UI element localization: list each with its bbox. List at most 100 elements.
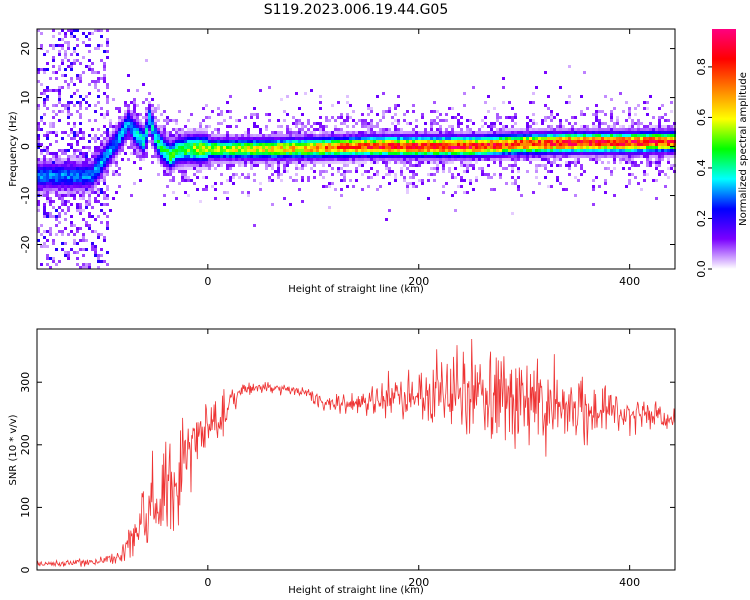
spectrogram-cell [148, 134, 151, 137]
spectrogram-cell [229, 161, 232, 164]
spectrogram-cell [523, 149, 526, 152]
spectrogram-cell [454, 134, 457, 137]
spectrogram-cell [124, 119, 127, 122]
spectrogram-cell [133, 140, 136, 143]
spectrogram-cell [199, 149, 202, 152]
spectrogram-cell [643, 149, 646, 152]
spectrogram-cell [643, 131, 646, 134]
spectrogram-cell [274, 152, 277, 155]
spectrogram-cell [523, 131, 526, 134]
spectrogram-cell [61, 170, 64, 173]
spectrogram-cell [73, 35, 76, 38]
spectrogram-cell [583, 128, 586, 131]
spectrogram-cell [658, 146, 661, 149]
spectrogram-cell [439, 149, 442, 152]
spectrogram-cell [433, 179, 436, 182]
spectrogram-cell [97, 149, 100, 152]
spectrogram-cell [598, 128, 601, 131]
spectrogram-cell [70, 230, 73, 233]
spectrogram-cell [73, 233, 76, 236]
spectrogram-cell [190, 128, 193, 131]
spectrogram-cell [187, 134, 190, 137]
spectrogram-cell [592, 134, 595, 137]
spectrogram-cell [592, 158, 595, 161]
spectrogram-cell [61, 203, 64, 206]
spectrogram-cell [601, 137, 604, 140]
spectrogram-cell [376, 134, 379, 137]
spectrogram-cell [307, 122, 310, 125]
spectrogram-cell [118, 110, 121, 113]
spectrogram-cell [82, 164, 85, 167]
spectrogram-cell [244, 131, 247, 134]
spectrogram-cell [559, 128, 562, 131]
spectrogram-cell [121, 137, 124, 140]
spectrogram-cell [490, 188, 493, 191]
spectrogram-cell [253, 161, 256, 164]
spectrogram-cell [52, 59, 55, 62]
spectrogram-cell [586, 125, 589, 128]
spectrogram-cell [268, 137, 271, 140]
spectrogram-cell [328, 134, 331, 137]
spectrogram-cell [175, 161, 178, 164]
spectrogram-cell [127, 122, 130, 125]
spectrogram-cell [478, 128, 481, 131]
spectrogram-cell [628, 152, 631, 155]
spectrogram-cell [448, 137, 451, 140]
spectrogram-cell [103, 143, 106, 146]
spectrogram-cell [469, 179, 472, 182]
spectrogram-cell [184, 143, 187, 146]
spectrogram-cell [532, 113, 535, 116]
spectrogram-cell [418, 149, 421, 152]
spectrogram-cell [139, 152, 142, 155]
spectrogram-cell [70, 155, 73, 158]
spectrogram-cell [394, 179, 397, 182]
spectrogram-cell [661, 131, 664, 134]
spectrogram-cell [103, 116, 106, 119]
spectrogram-cell [535, 143, 538, 146]
spectrogram-cell [97, 182, 100, 185]
spectrogram-cell [103, 137, 106, 140]
spectrogram-frame [36, 28, 676, 270]
spectrogram-cell [484, 158, 487, 161]
spectrogram-cell [556, 143, 559, 146]
spectrogram-cell [643, 125, 646, 128]
spectrogram-cell [154, 140, 157, 143]
spectrogram-cell [316, 128, 319, 131]
spectrogram-cell [55, 44, 58, 47]
spectrogram-cell [43, 173, 46, 176]
spectrogram-cell [184, 149, 187, 152]
spectrogram-cell [196, 143, 199, 146]
spectrogram-cell [337, 149, 340, 152]
spectrogram-cell [487, 125, 490, 128]
spectrogram-cell [97, 194, 100, 197]
spectrogram-cell [166, 146, 169, 149]
spectrogram-cell [529, 101, 532, 104]
spectrogram-cell [394, 125, 397, 128]
spectrogram-cell [91, 170, 94, 173]
spectrogram-cell [64, 176, 67, 179]
spectrogram-cell [136, 143, 139, 146]
spectrogram-cell [409, 131, 412, 134]
spectrogram-cell [448, 152, 451, 155]
spectrogram-cell [202, 143, 205, 146]
spectrogram-cell [115, 131, 118, 134]
spectrogram-cell [532, 149, 535, 152]
spectrogram-cell [511, 158, 514, 161]
spectrogram-cell [613, 140, 616, 143]
spectrogram-cell [454, 140, 457, 143]
spectrogram-cell [421, 131, 424, 134]
spectrogram-cell [55, 233, 58, 236]
spectrogram-cell [550, 155, 553, 158]
spectrogram-cell [349, 140, 352, 143]
spectrogram-cell [637, 140, 640, 143]
spectrogram-cell [637, 155, 640, 158]
spectrogram-cell [640, 131, 643, 134]
spectrogram-cell [154, 125, 157, 128]
spectrogram-cell [643, 155, 646, 158]
spectrogram-cell [232, 149, 235, 152]
spectrogram-cell [271, 146, 274, 149]
spectrogram-cell [109, 125, 112, 128]
spectrogram-cell [223, 152, 226, 155]
spectrogram-cell [286, 143, 289, 146]
spectrogram-cell [166, 131, 169, 134]
